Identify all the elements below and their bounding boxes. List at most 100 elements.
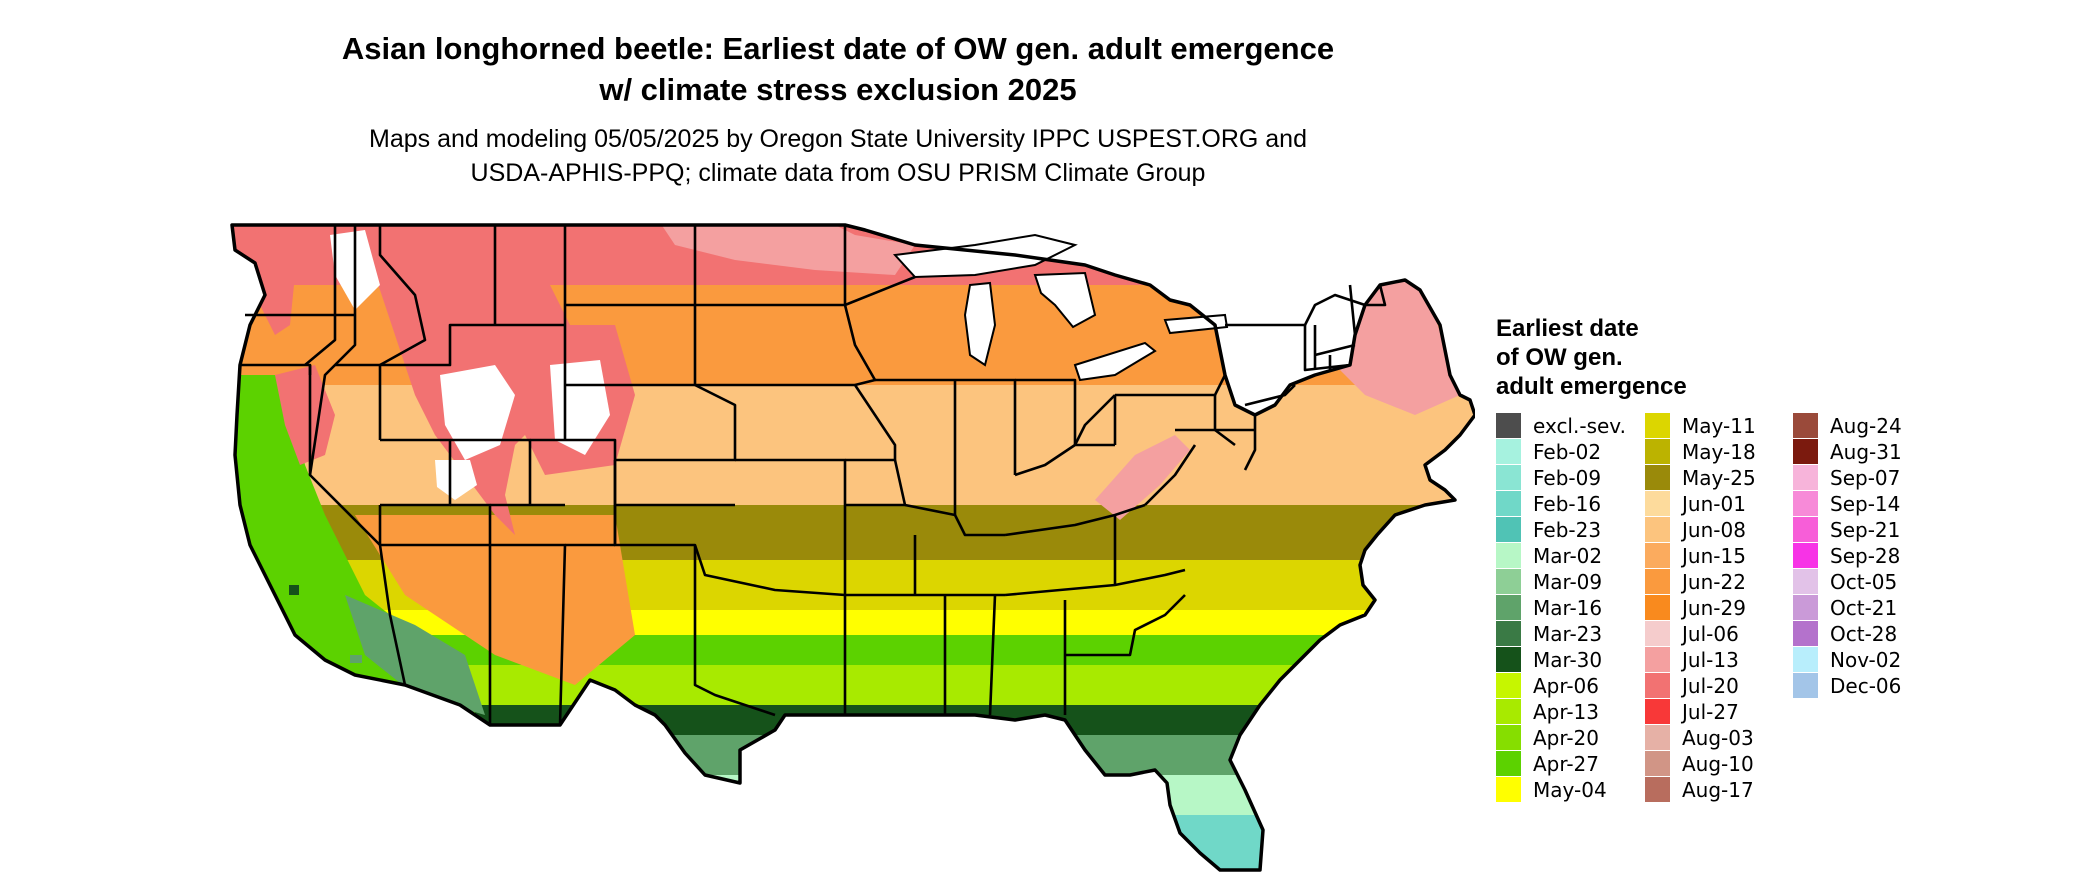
- legend-label: Oct-05: [1830, 569, 1898, 594]
- legend-label: Oct-28: [1830, 621, 1898, 646]
- legend-item: Aug-17: [1645, 777, 1754, 802]
- legend-label: Jun-22: [1682, 569, 1746, 594]
- legend-swatch: [1496, 725, 1521, 750]
- legend-swatch: [1496, 543, 1521, 568]
- legend-label: Jul-06: [1682, 621, 1739, 646]
- legend-item: Jun-01: [1645, 491, 1746, 516]
- legend-swatch: [1645, 595, 1670, 620]
- legend-swatch: [1496, 673, 1521, 698]
- legend-item: May-04: [1496, 777, 1607, 802]
- legend-swatch: [1793, 595, 1818, 620]
- emergence-band: [232, 775, 1475, 816]
- arizona-desert-zone: [345, 595, 485, 715]
- legend-item: Nov-02: [1793, 647, 1901, 672]
- legend-item: Jun-22: [1645, 569, 1746, 594]
- coast-fragment-1: [289, 585, 299, 595]
- emergence-band: [232, 815, 1475, 870]
- legend-swatch: [1496, 699, 1521, 724]
- legend-swatch: [1645, 465, 1670, 490]
- legend-label: Mar-02: [1533, 543, 1603, 568]
- legend-label: Jun-01: [1682, 491, 1746, 516]
- legend-label: Apr-20: [1533, 725, 1599, 750]
- lake-michigan: [963, 281, 997, 367]
- legend-item: Apr-20: [1496, 725, 1599, 750]
- legend-label: Aug-31: [1830, 439, 1902, 464]
- subtitle-line-1: Maps and modeling 05/05/2025 by Oregon S…: [369, 125, 1307, 153]
- legend-item: Aug-31: [1793, 439, 1902, 464]
- legend-label: Aug-03: [1682, 725, 1754, 750]
- legend-item: Jun-15: [1645, 543, 1746, 568]
- legend-item: Mar-23: [1496, 621, 1602, 646]
- legend-label: Sep-21: [1830, 517, 1901, 542]
- map-title: Asian longhorned beetle: Earliest date o…: [0, 28, 1676, 110]
- legend-swatch: [1793, 543, 1818, 568]
- utah-white-patch: [435, 460, 477, 500]
- legend-swatch: [1496, 439, 1521, 464]
- legend-swatch: [1645, 647, 1670, 672]
- legend-title: Earliest date of OW gen. adult emergence: [1496, 314, 1687, 401]
- legend-swatch: [1496, 777, 1521, 802]
- legend-item: Jul-20: [1645, 673, 1739, 698]
- lake-erie: [1073, 341, 1157, 382]
- legend-label: May-11: [1682, 413, 1756, 438]
- legend-item: excl.-sev.: [1496, 413, 1626, 438]
- legend-item: Apr-27: [1496, 751, 1599, 776]
- legend-label: Mar-30: [1533, 647, 1603, 672]
- legend-label: Aug-10: [1682, 751, 1754, 776]
- legend-swatch: [1645, 751, 1670, 776]
- legend-label: Jun-15: [1682, 543, 1746, 568]
- legend-swatch: [1496, 465, 1521, 490]
- legend-swatch: [1793, 673, 1818, 698]
- coast-fragment-2: [350, 655, 362, 663]
- legend-label: Jul-27: [1682, 699, 1739, 724]
- legend-item: Aug-24: [1793, 413, 1902, 438]
- legend-swatch: [1793, 569, 1818, 594]
- legend-swatch: [1793, 413, 1818, 438]
- sierra-mountain-zone: [275, 365, 335, 465]
- legend-label: Feb-16: [1533, 491, 1602, 516]
- legend-swatch: [1645, 413, 1670, 438]
- legend-item: May-25: [1645, 465, 1756, 490]
- legend-label: Apr-06: [1533, 673, 1599, 698]
- lake-huron: [1033, 271, 1097, 329]
- legend-item: Oct-21: [1793, 595, 1897, 620]
- legend-label: Feb-23: [1533, 517, 1602, 542]
- legend-label: Mar-23: [1533, 621, 1603, 646]
- legend-swatch: [1645, 699, 1670, 724]
- legend-item: Jul-06: [1645, 621, 1739, 646]
- legend-swatch: [1496, 517, 1521, 542]
- legend-item: Mar-30: [1496, 647, 1602, 672]
- legend-item: Sep-21: [1793, 517, 1900, 542]
- legend-label: Apr-27: [1533, 751, 1599, 776]
- state-borders: [230, 223, 1475, 872]
- legend-title-line-2: of OW gen.: [1496, 344, 1623, 371]
- legend-swatch: [1645, 491, 1670, 516]
- appalachian-high-zone: [1095, 435, 1190, 520]
- legend-swatch: [1496, 491, 1521, 516]
- legend-label: Mar-09: [1533, 569, 1603, 594]
- legend-label: Mar-16: [1533, 595, 1603, 620]
- legend-label: Sep-07: [1830, 465, 1901, 490]
- lake-superior: [892, 233, 1078, 279]
- cascades-mountain-zone: [250, 225, 295, 335]
- legend-swatch: [1793, 647, 1818, 672]
- legend-swatch: [1645, 439, 1670, 464]
- legend-swatch: [1496, 413, 1521, 438]
- subtitle-line-2: USDA-APHIS-PPQ; climate data from OSU PR…: [470, 159, 1206, 187]
- legend-swatch: [1793, 621, 1818, 646]
- legend-label: May-25: [1682, 465, 1756, 490]
- legend-swatch: [1793, 465, 1818, 490]
- legend-item: May-18: [1645, 439, 1756, 464]
- legend-label: Jun-08: [1682, 517, 1746, 542]
- legend-swatch: [1645, 569, 1670, 594]
- legend-item: Feb-02: [1496, 439, 1601, 464]
- legend-item: Sep-07: [1793, 465, 1900, 490]
- great-lakes: [892, 233, 1229, 382]
- legend-item: Apr-06: [1496, 673, 1599, 698]
- legend-label: Feb-02: [1533, 439, 1602, 464]
- legend-swatch: [1496, 569, 1521, 594]
- legend-label: Oct-21: [1830, 595, 1898, 620]
- title-line-2: w/ climate stress exclusion 2025: [599, 72, 1077, 107]
- legend-label: Jul-13: [1682, 647, 1739, 672]
- legend-swatch: [1793, 491, 1818, 516]
